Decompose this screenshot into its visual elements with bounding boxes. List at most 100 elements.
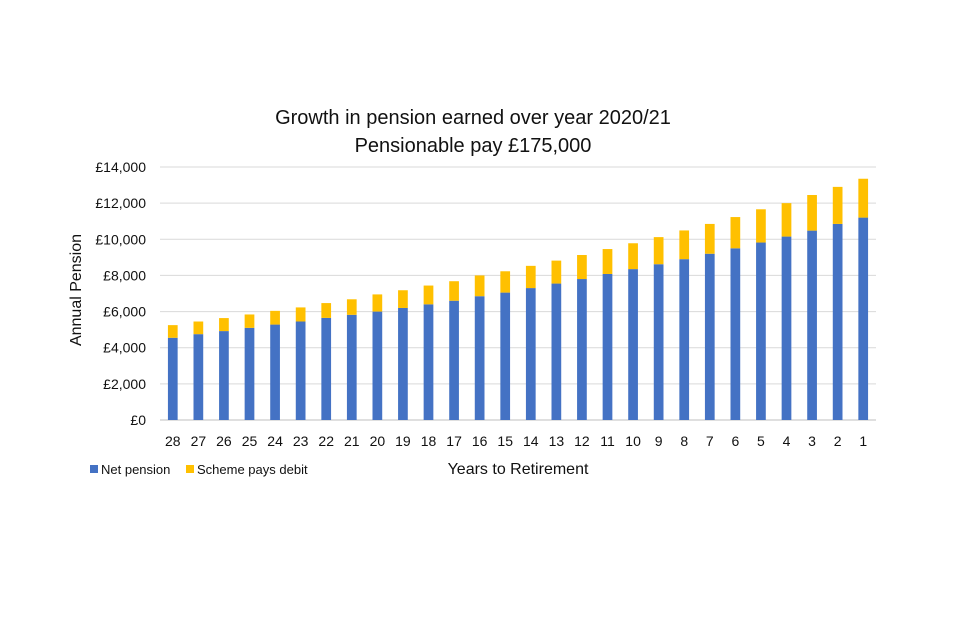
x-tick-label: 28: [165, 433, 181, 449]
bar-scheme-pays-debit: [653, 237, 664, 265]
bar-scheme-pays-debit: [628, 243, 638, 270]
y-axis-ticks: £0 £2,000 £4,000 £6,000 £8,000 £10,000 £12,000…: [95, 159, 146, 428]
bar-scheme-pays-debit: [704, 223, 715, 254]
bar-scheme-pays-debit: [346, 299, 357, 315]
x-tick-label: 20: [370, 433, 386, 449]
x-tick-label: 9: [655, 433, 663, 449]
bar-net-pension: [653, 264, 664, 420]
y-axis-title: Annual Pension: [68, 234, 85, 346]
x-tick-label: 10: [625, 433, 641, 449]
x-tick-label: 17: [446, 433, 462, 449]
bar-scheme-pays-debit: [321, 303, 332, 318]
bar-scheme-pays-debit: [193, 321, 204, 335]
bar-scheme-pays-debit: [423, 285, 434, 305]
legend-label-scheme-pays-debit: Scheme pays debit: [197, 462, 308, 477]
x-tick-label: 1: [859, 433, 867, 449]
x-tick-label: 8: [680, 433, 688, 449]
bar-net-pension: [193, 334, 204, 420]
x-tick-label: 7: [706, 433, 714, 449]
bars: [167, 178, 869, 420]
bar-net-pension: [756, 242, 766, 420]
y-tick-label: £2,000: [103, 376, 146, 392]
bar-net-pension: [474, 296, 485, 420]
bar-scheme-pays-debit: [858, 178, 869, 218]
bar-scheme-pays-debit: [679, 230, 690, 260]
bar-net-pension: [577, 279, 587, 420]
x-tick-label: 18: [421, 433, 437, 449]
bar-scheme-pays-debit: [602, 249, 613, 274]
chart-title: Growth in pension earned over year 2020/…: [275, 107, 671, 129]
bar-net-pension: [321, 317, 332, 420]
bar-scheme-pays-debit: [500, 271, 511, 293]
bar-net-pension: [167, 337, 178, 420]
x-tick-label: 25: [242, 433, 258, 449]
legend-swatch-net-pension: [90, 465, 98, 473]
bar-scheme-pays-debit: [730, 217, 741, 249]
x-tick-label: 12: [574, 433, 590, 449]
x-tick-label: 15: [497, 433, 513, 449]
legend-swatch-scheme-pays-debit: [186, 465, 194, 473]
bar-net-pension: [832, 223, 843, 420]
y-tick-label: £10,000: [95, 231, 146, 247]
chart-subtitle: Pensionable pay £175,000: [355, 135, 592, 157]
bar-scheme-pays-debit: [551, 260, 562, 284]
bar-net-pension: [628, 269, 638, 420]
bar-scheme-pays-debit: [807, 195, 817, 231]
bar-scheme-pays-debit: [781, 203, 792, 237]
y-tick-label: £12,000: [95, 195, 146, 211]
x-tick-label: 19: [395, 433, 411, 449]
bar-scheme-pays-debit: [832, 186, 843, 224]
x-tick-label: 14: [523, 433, 539, 449]
bar-net-pension: [679, 259, 690, 420]
bar-scheme-pays-debit: [474, 275, 485, 297]
bar-net-pension: [244, 327, 255, 420]
bar-net-pension: [398, 307, 408, 420]
bar-net-pension: [525, 288, 536, 420]
x-tick-label: 6: [731, 433, 739, 449]
bar-scheme-pays-debit: [167, 325, 178, 338]
bar-net-pension: [449, 300, 459, 420]
bar-scheme-pays-debit: [398, 290, 408, 308]
bar-scheme-pays-debit: [525, 265, 536, 289]
bar-scheme-pays-debit: [270, 310, 280, 325]
bar-net-pension: [858, 217, 869, 420]
x-tick-label: 11: [600, 433, 615, 449]
bar-net-pension: [551, 283, 562, 420]
bar-net-pension: [704, 253, 715, 420]
bar-scheme-pays-debit: [219, 318, 229, 332]
x-tick-label: 13: [549, 433, 565, 449]
x-tick-label: 24: [267, 433, 283, 449]
x-tick-label: 2: [834, 433, 842, 449]
bar-net-pension: [781, 236, 792, 420]
y-tick-label: £4,000: [103, 340, 146, 356]
legend: Net pension Scheme pays debit: [90, 462, 308, 477]
bar-scheme-pays-debit: [372, 294, 383, 312]
bar-scheme-pays-debit: [449, 281, 459, 301]
bar-scheme-pays-debit: [295, 307, 306, 322]
x-tick-label: 4: [783, 433, 791, 449]
x-tick-label: 16: [472, 433, 488, 449]
x-tick-label: 21: [344, 433, 360, 449]
x-tick-label: 23: [293, 433, 309, 449]
bar-net-pension: [219, 331, 229, 420]
bar-scheme-pays-debit: [244, 314, 255, 328]
y-tick-label: £8,000: [103, 267, 146, 283]
x-tick-label: 27: [191, 433, 207, 449]
x-tick-label: 3: [808, 433, 816, 449]
bar-net-pension: [602, 273, 613, 420]
x-axis-title: Years to Retirement: [448, 461, 589, 478]
y-tick-label: £6,000: [103, 304, 146, 320]
bar-net-pension: [423, 304, 434, 420]
gridlines: [160, 166, 876, 421]
legend-label-net-pension: Net pension: [101, 462, 170, 477]
y-tick-label: £0: [130, 412, 146, 428]
bar-net-pension: [730, 248, 741, 420]
x-axis-ticks: 28 27 26 25 24 23 22 21 20 19 18 17 16 15 14 13 12 11 10 9 8…: [165, 433, 867, 449]
bar-net-pension: [295, 321, 306, 420]
y-tick-label: £14,000: [95, 159, 146, 175]
bar-scheme-pays-debit: [577, 255, 587, 280]
x-tick-label: 26: [216, 433, 232, 449]
bar-scheme-pays-debit: [756, 209, 766, 243]
bar-net-pension: [807, 230, 817, 420]
